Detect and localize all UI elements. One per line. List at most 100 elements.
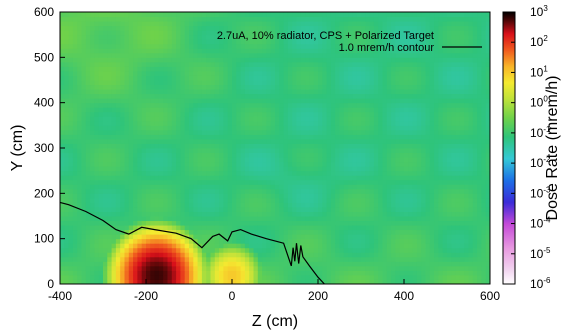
heatmap-cell bbox=[227, 252, 233, 258]
heatmap-cell bbox=[141, 12, 147, 18]
heatmap-cell bbox=[399, 70, 405, 76]
heatmap-cell bbox=[244, 111, 250, 117]
heatmap-cell bbox=[167, 184, 173, 190]
heatmap-cell bbox=[206, 57, 211, 63]
heatmap-cell bbox=[107, 157, 113, 163]
heatmap-cell bbox=[236, 206, 242, 212]
heatmap-cell bbox=[107, 75, 113, 81]
heatmap-cell bbox=[81, 129, 87, 135]
heatmap-cell bbox=[94, 152, 100, 158]
heatmap-cell bbox=[68, 102, 74, 108]
heatmap-cell bbox=[348, 161, 353, 167]
heatmap-cell bbox=[184, 152, 190, 158]
heatmap-cell bbox=[167, 80, 173, 86]
heatmap-cell bbox=[85, 206, 91, 212]
heatmap-cell bbox=[266, 57, 272, 63]
heatmap-cell bbox=[107, 193, 113, 199]
heatmap-cell bbox=[326, 238, 332, 244]
heatmap-cell bbox=[412, 166, 418, 172]
heatmap-cell bbox=[313, 161, 319, 167]
heatmap-cell bbox=[77, 16, 82, 22]
heatmap-cell bbox=[395, 48, 401, 54]
heatmap-cell bbox=[137, 12, 143, 18]
heatmap-cell bbox=[64, 238, 70, 244]
heatmap-cell bbox=[270, 129, 276, 135]
heatmap-cell bbox=[395, 61, 401, 67]
heatmap-cell bbox=[141, 152, 147, 158]
heatmap-cell bbox=[244, 116, 250, 122]
heatmap-cell bbox=[399, 157, 405, 163]
heatmap-cell bbox=[128, 152, 134, 158]
heatmap-cell bbox=[115, 111, 121, 117]
heatmap-cell bbox=[395, 66, 401, 72]
heatmap-cell bbox=[120, 57, 125, 63]
heatmap-cell bbox=[115, 125, 121, 131]
heatmap-cell bbox=[339, 274, 345, 280]
heatmap-cell bbox=[189, 102, 194, 108]
heatmap-cell bbox=[232, 148, 237, 154]
heatmap-cell bbox=[378, 274, 383, 280]
heatmap-cell bbox=[111, 43, 117, 49]
heatmap-cell bbox=[111, 211, 117, 217]
heatmap-cell bbox=[223, 102, 229, 108]
heatmap-cell bbox=[318, 39, 323, 45]
heatmap-cell bbox=[85, 193, 91, 199]
heatmap-cell bbox=[232, 138, 237, 144]
heatmap-cell bbox=[94, 34, 100, 40]
heatmap-cell bbox=[167, 52, 173, 58]
heatmap-cell bbox=[176, 52, 181, 58]
heatmap-cell bbox=[408, 21, 414, 27]
heatmap-cell bbox=[240, 70, 246, 76]
heatmap-cell bbox=[163, 252, 168, 258]
heatmap-cell bbox=[309, 152, 315, 158]
heatmap-cell bbox=[193, 152, 199, 158]
heatmap-cell bbox=[90, 93, 95, 99]
heatmap-cell bbox=[266, 243, 272, 249]
heatmap-cell bbox=[382, 179, 388, 185]
heatmap-cell bbox=[240, 148, 246, 154]
heatmap-cell bbox=[244, 247, 250, 253]
heatmap-cell bbox=[395, 157, 401, 163]
heatmap-cell bbox=[72, 197, 78, 203]
heatmap-cell bbox=[72, 193, 78, 199]
heatmap-cell bbox=[171, 111, 177, 117]
heatmap-cell bbox=[68, 116, 74, 122]
heatmap-cell bbox=[361, 184, 366, 190]
heatmap-cell bbox=[94, 206, 100, 212]
heatmap-cell bbox=[158, 116, 164, 122]
heatmap-cell bbox=[352, 229, 358, 235]
heatmap-cell bbox=[128, 84, 134, 90]
heatmap-cell bbox=[171, 220, 177, 226]
heatmap-cell bbox=[275, 252, 280, 258]
heatmap-cell bbox=[322, 120, 328, 126]
heatmap-cell bbox=[352, 279, 358, 284]
heatmap-cell bbox=[184, 216, 190, 222]
heatmap-cell bbox=[180, 143, 186, 149]
heatmap-cell bbox=[279, 43, 285, 49]
heatmap-cell bbox=[292, 116, 297, 122]
heatmap-cell bbox=[115, 270, 121, 276]
heatmap-cell bbox=[412, 52, 418, 58]
heatmap-cell bbox=[244, 179, 250, 185]
heatmap-cell bbox=[137, 129, 143, 135]
heatmap-cell bbox=[408, 80, 414, 86]
heatmap-cell bbox=[369, 84, 375, 90]
heatmap-cell bbox=[386, 234, 392, 240]
heatmap-cell bbox=[163, 202, 168, 208]
heatmap-cell bbox=[326, 229, 332, 235]
heatmap-cell bbox=[171, 152, 177, 158]
heatmap-cell bbox=[249, 39, 254, 45]
heatmap-cell bbox=[146, 134, 151, 140]
heatmap-cell bbox=[236, 193, 242, 199]
heatmap-cell bbox=[150, 111, 156, 117]
heatmap-cell bbox=[382, 30, 388, 36]
heatmap-cell bbox=[163, 216, 168, 222]
heatmap-cell bbox=[98, 225, 104, 231]
heatmap-cell bbox=[189, 80, 194, 86]
heatmap-cell bbox=[335, 43, 340, 49]
heatmap-cell bbox=[408, 129, 414, 135]
heatmap-cell bbox=[257, 134, 263, 140]
heatmap-cell bbox=[249, 216, 254, 222]
heatmap-cell bbox=[378, 80, 383, 86]
heatmap-cell bbox=[133, 125, 138, 131]
